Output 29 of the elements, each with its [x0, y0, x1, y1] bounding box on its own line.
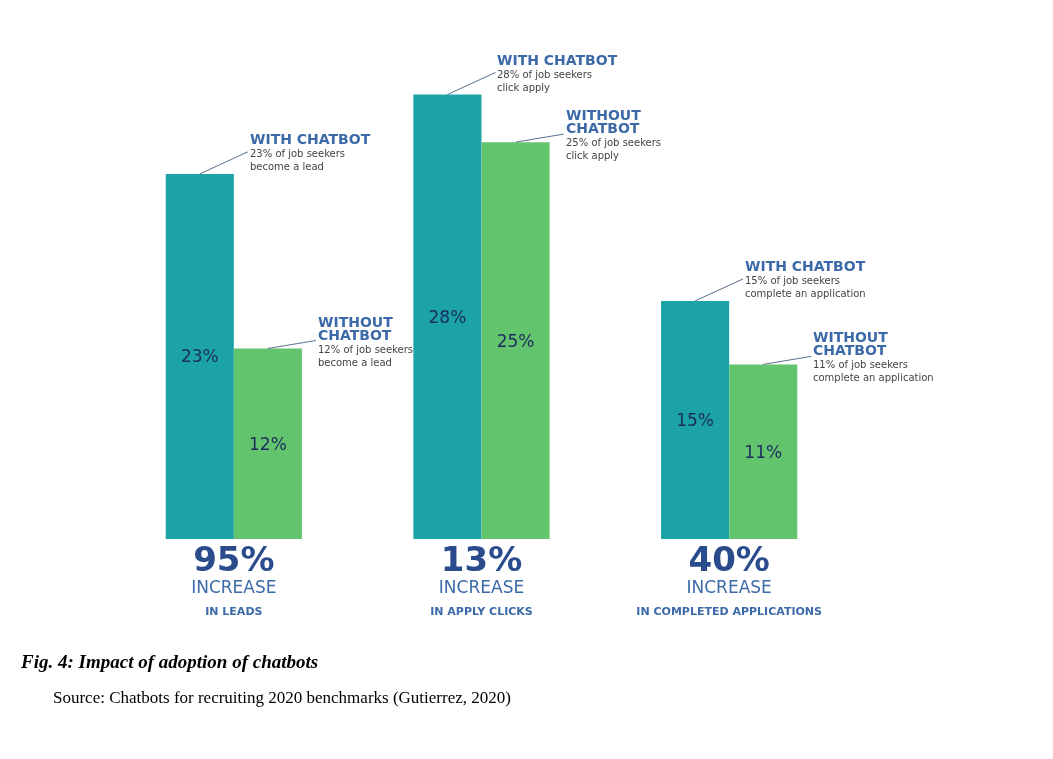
x-tick-label: 40% INCREASE IN COMPLETED APPLICATIONS	[636, 539, 823, 619]
text: 28% of job seekers click apply	[497, 69, 593, 93]
series-label: WITHOUT CHATBOT	[813, 329, 889, 358]
x-tick-label: 13% INCREASE IN APPLY CLICKS	[430, 539, 533, 619]
annotation: 23% of job seekers become a lead	[250, 148, 346, 172]
annotation: 15% of job seekers complete an application	[745, 275, 866, 299]
bar	[729, 364, 798, 539]
bar	[413, 94, 482, 539]
data-label: 23%	[180, 346, 219, 367]
data-label: 12%	[248, 433, 287, 454]
data-label: 25%	[496, 330, 535, 351]
bar	[481, 142, 550, 539]
data-label: 11%	[744, 441, 783, 462]
x-tick-label: 95% INCREASE IN LEADS	[191, 539, 277, 619]
data-label: 28%	[428, 306, 467, 327]
text: WITH CHATBOT	[497, 52, 618, 68]
text: WITH CHATBOT	[745, 258, 866, 274]
bar	[233, 348, 302, 539]
annotation: 12% of job seekers become a lead	[318, 344, 414, 368]
text: Fig. 4: Impact of adoption of chatbots	[20, 650, 319, 672]
source-note: Source: Chatbots for recruiting 2020 benchmarks (Gutierrez, 2020)	[53, 688, 511, 707]
bar	[661, 300, 730, 539]
annotation: 25% of job seekers click apply	[566, 137, 662, 161]
data-label: 15%	[676, 409, 715, 430]
bar	[165, 173, 234, 539]
text: WITHOUT CHATBOT	[566, 107, 641, 136]
annotation: 11% of job seekers complete an application	[813, 359, 934, 383]
text: WITHOUT CHATBOT	[318, 314, 393, 343]
text: WITH CHATBOT	[250, 131, 371, 147]
